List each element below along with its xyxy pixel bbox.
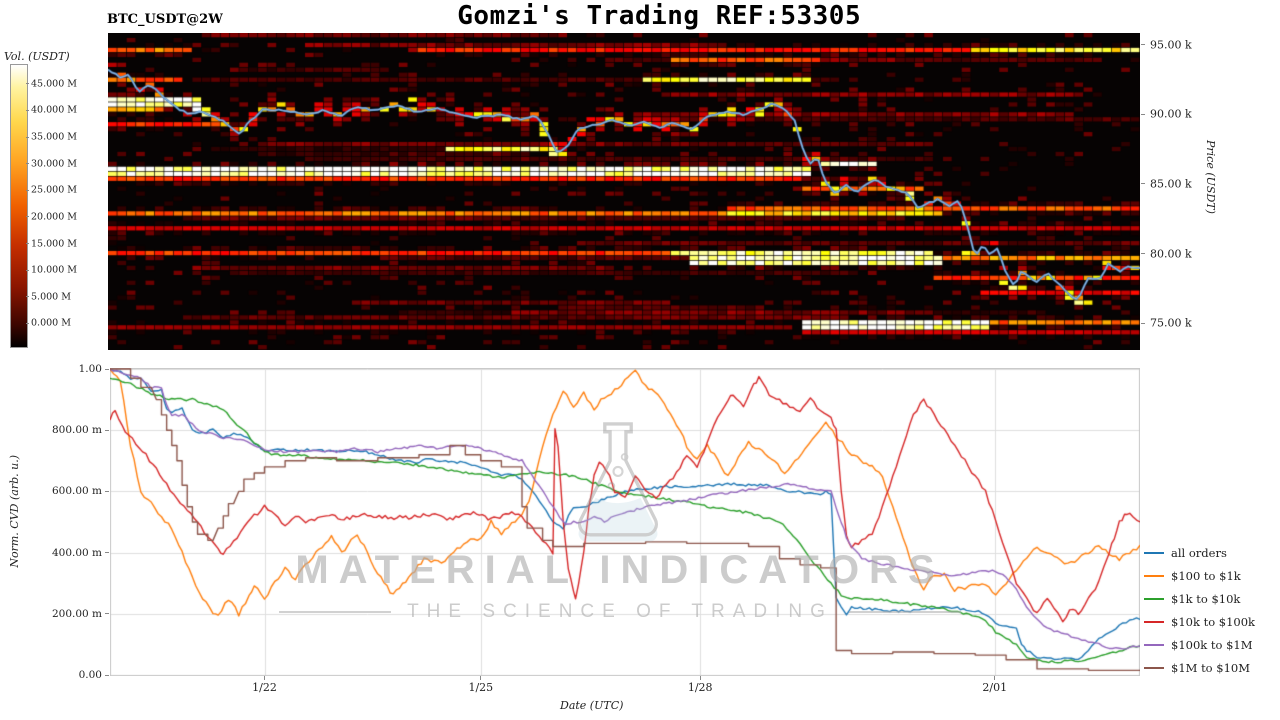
colorbar-tick-label: 25.000 M	[31, 184, 77, 196]
legend-item: $1M to $10M	[1144, 656, 1255, 679]
price-tick-label: 80.00 k	[1150, 247, 1192, 260]
price-tick-mark	[1141, 183, 1145, 185]
cvd-x-axis-label: Date (UTC)	[560, 699, 624, 712]
price-tick-label: 95.00 k	[1150, 38, 1192, 52]
colorbar-tick-label: 45.000 M	[31, 78, 77, 90]
colorbar-tick-mark	[26, 136, 29, 138]
price-tick-label: 90.00 k	[1150, 107, 1192, 121]
price-tick-label: 85.00 k	[1150, 177, 1192, 191]
cvd-ytick-mark	[105, 368, 109, 370]
colorbar-tick-label: 0.000 M	[31, 317, 71, 329]
colorbar-gradient	[10, 64, 28, 348]
legend-label: $100k to $1M	[1171, 637, 1253, 652]
colorbar-tick-mark	[26, 243, 29, 245]
page-title: Gomzi's Trading REF:53305	[457, 1, 862, 31]
price-tick-mark	[1141, 44, 1145, 46]
cvd-ytick-mark	[105, 429, 109, 431]
cvd-xtick-label: 2/01	[982, 681, 1008, 694]
legend: all orders $100 to $1k $1k to $10k $10k to …	[1144, 541, 1255, 679]
legend-swatch	[1144, 666, 1164, 669]
colorbar-tick-mark	[26, 189, 29, 191]
cvd-ytick-label: 600.00 m	[51, 485, 102, 498]
colorbar-tick-mark	[26, 269, 29, 271]
legend-item: $1k to $10k	[1144, 587, 1255, 610]
price-tick-mark	[1141, 253, 1145, 254]
price-tick-mark	[1141, 113, 1145, 115]
cvd-xtick-mark	[994, 676, 996, 680]
legend-label: $1k to $10k	[1171, 591, 1241, 606]
legend-swatch	[1144, 574, 1164, 577]
legend-swatch	[1144, 620, 1164, 623]
legend-label: all orders	[1171, 545, 1227, 560]
colorbar-tick-label: 35.000 M	[31, 131, 77, 143]
cvd-ytick-label: 400.00 m	[51, 546, 102, 559]
colorbar-tick-label: 40.000 M	[31, 104, 77, 116]
cvd-ytick-label: 0.00	[78, 669, 102, 681]
cvd-xtick-label: 1/25	[468, 681, 494, 694]
price-tick-label: 75.00 k	[1150, 316, 1192, 330]
colorbar-tick-label: 10.000 M	[31, 264, 77, 276]
legend-swatch	[1144, 597, 1164, 600]
colorbar-tick-mark	[26, 216, 29, 218]
colorbar-tick-mark	[26, 296, 29, 298]
cvd-ytick-mark	[105, 552, 109, 554]
cvd-ytick-label: 800.00 m	[51, 424, 102, 437]
cvd-ytick-label: 200.00 m	[51, 607, 102, 620]
legend-swatch	[1144, 551, 1164, 554]
colorbar-tick-label: 30.000 M	[31, 158, 77, 170]
colorbar-tick-mark	[26, 322, 29, 324]
cvd-ytick-mark	[105, 674, 109, 676]
colorbar-tick-label: 20.000 M	[31, 211, 77, 223]
cvd-xtick-mark	[699, 676, 701, 680]
cvd-xtick-mark	[480, 676, 482, 680]
legend-item: all orders	[1144, 541, 1255, 564]
colorbar-tick-label: 5.000 M	[31, 291, 71, 303]
legend-label: $1M to $10M	[1171, 660, 1250, 675]
cvd-ytick-label: 1.00	[78, 363, 102, 375]
symbol-label: BTC_USDT@2W	[107, 12, 223, 27]
liquidity-heatmap-canvas	[108, 33, 1140, 350]
legend-swatch	[1144, 643, 1164, 646]
legend-label: $100 to $1k	[1171, 568, 1241, 583]
cvd-ytick-mark	[105, 613, 109, 615]
cvd-xtick-mark	[264, 676, 265, 680]
legend-label: $10k to $100k	[1171, 614, 1256, 629]
cvd-xtick-label: 1/28	[687, 681, 713, 694]
legend-item: $10k to $100k	[1144, 610, 1255, 633]
cvd-chart-canvas	[110, 368, 1140, 676]
colorbar-tick-mark	[26, 109, 29, 111]
price-tick-mark	[1141, 322, 1145, 324]
colorbar-tick-label: 15.000 M	[31, 238, 77, 250]
legend-item: $100k to $1M	[1144, 633, 1255, 656]
price-axis-label: Price (USDT)	[1204, 140, 1217, 214]
colorbar-tick-mark	[26, 83, 29, 85]
legend-item: $100 to $1k	[1144, 564, 1255, 587]
colorbar-tick-mark	[26, 163, 29, 165]
cvd-ytick-mark	[105, 490, 109, 492]
cvd-y-axis-label: Norm. CVD (arb. u.)	[8, 455, 21, 568]
cvd-xtick-label: 1/22	[252, 681, 277, 694]
colorbar-axis-label: Vol. (USDT)	[4, 50, 70, 63]
